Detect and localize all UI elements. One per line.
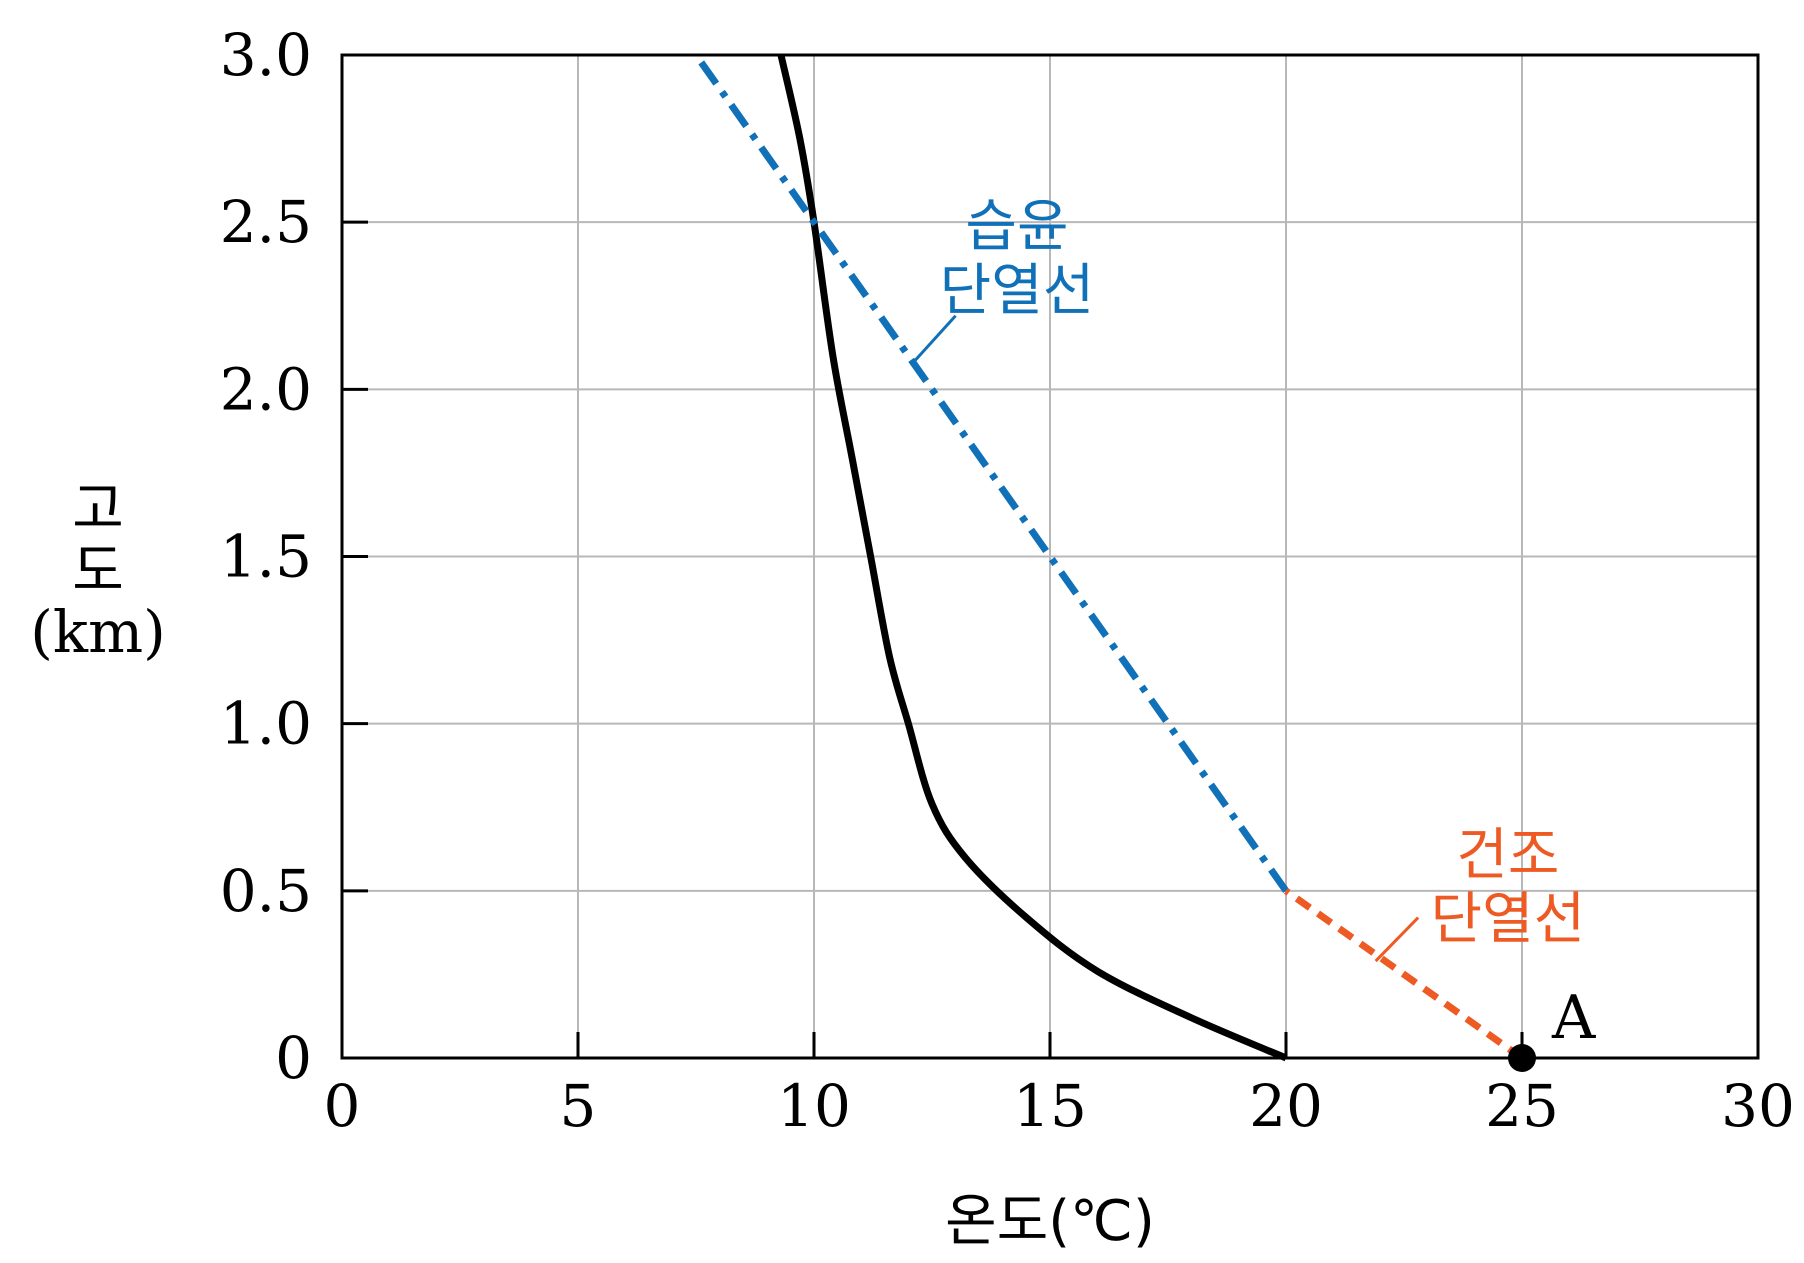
series-lines (693, 52, 1525, 1062)
axis-labels: 0 5 10 15 20 25 30 0 0.5 1.0 1.5 2.0 2.5 3.0 온도(℃) 고도(k… (30, 21, 1795, 1254)
x-axis-title: 온도(℃) (945, 1189, 1155, 1254)
x-tick-label-2: 10 (777, 1072, 851, 1140)
y-axis-title-line-2: (km) (30, 598, 165, 666)
x-tick-label-3: 15 (1013, 1072, 1087, 1140)
y-tick-label-6: 3.0 (220, 21, 312, 89)
x-tick-label-5: 25 (1485, 1072, 1559, 1140)
series-line-1 (693, 52, 1289, 893)
annotation-0-line-0: 습윤 (965, 195, 1068, 260)
y-tick-label-2: 1.0 (220, 690, 312, 758)
annotation-leader-1 (1374, 916, 1420, 963)
y-axis-title-line-1: 도 (72, 539, 124, 604)
x-tick-label-1: 5 (560, 1072, 597, 1140)
annotation-1-line-1: 단열선 (1431, 887, 1586, 952)
ticks (340, 53, 1760, 1060)
y-tick-label-4: 2.0 (220, 355, 312, 423)
point-label-0: A (1551, 983, 1596, 1053)
x-tick-label-0: 0 (324, 1072, 361, 1140)
series-line-0 (777, 54, 1288, 1062)
annotation-1-line-0: 건조 (1456, 823, 1559, 888)
annotation-0-line-1: 단열선 (940, 259, 1095, 324)
y-tick-label-3: 1.5 (220, 523, 312, 591)
series-line-2 (1283, 887, 1525, 1061)
x-tick-label-6: 30 (1721, 1072, 1795, 1140)
x-tick-label-4: 20 (1249, 1072, 1323, 1140)
y-axis-title-line-0: 고 (72, 477, 124, 542)
y-tick-label-5: 2.5 (220, 188, 312, 256)
y-tick-label-0: 0 (275, 1024, 312, 1092)
annotation-leader-0 (912, 314, 957, 364)
y-tick-label-1: 0.5 (220, 857, 312, 925)
